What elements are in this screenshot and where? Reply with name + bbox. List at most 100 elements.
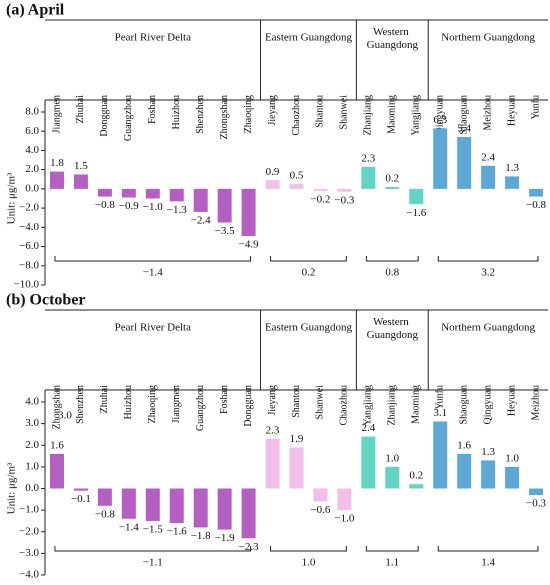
bar — [457, 136, 472, 189]
category-label: Zhuhai — [99, 385, 110, 414]
group-label-line: Guangdong — [367, 39, 419, 51]
y-tick-label: −10.0 — [14, 279, 40, 291]
bar — [169, 188, 184, 202]
category-label: Meizhou — [482, 95, 493, 131]
value-label: 2.3 — [266, 424, 280, 436]
category-label: Zhongshan — [51, 385, 62, 429]
bar — [169, 488, 184, 524]
value-label: −0.9 — [119, 200, 139, 212]
y-tick-label: 3.0 — [25, 417, 39, 429]
group-average-label: −1.4 — [143, 267, 163, 279]
group-bracket — [270, 546, 347, 552]
category-label: Jieyang — [267, 95, 278, 126]
y-tick-label: −8.0 — [19, 259, 39, 271]
group-bracket — [270, 256, 347, 262]
bar — [529, 188, 544, 197]
annotation: 3.0 — [58, 410, 72, 422]
value-label: 1.6 — [50, 439, 64, 451]
category-label: Shenzhen — [195, 95, 206, 134]
group-label-line: Western — [373, 26, 412, 38]
y-axis-label: Unit: μg/m³ — [6, 172, 18, 224]
group-label: Pearl River Delta — [115, 32, 191, 44]
value-label: −0.3 — [526, 498, 546, 510]
category-label: Dongguan — [243, 385, 254, 427]
bar — [361, 436, 376, 489]
value-label: 6.3 — [433, 114, 447, 126]
group-average-label: −1.1 — [143, 557, 163, 569]
value-label: 0.2 — [385, 172, 399, 184]
value-label: 1.5 — [74, 160, 88, 172]
bar — [193, 488, 208, 528]
value-label: −2.4 — [191, 214, 211, 226]
category-label: Shaoguan — [458, 385, 469, 424]
value-label: 0.2 — [409, 470, 423, 482]
value-label: −1.6 — [406, 207, 426, 219]
category-label: Huizhou — [123, 385, 134, 419]
category-label: Shenzhen — [75, 385, 86, 424]
y-tick-label: 1.0 — [25, 460, 39, 472]
group-label: Northern Guangdong — [441, 322, 535, 334]
value-label: 1.0 — [505, 452, 519, 464]
value-label: 5.4 — [457, 123, 471, 135]
bar — [409, 484, 424, 489]
value-label: −1.4 — [119, 521, 139, 533]
value-label: −4.9 — [239, 239, 259, 251]
value-label: −0.3 — [334, 194, 354, 206]
value-label: 1.3 — [505, 162, 519, 174]
category-label: Foshan — [219, 385, 230, 414]
category-label: Yunfu — [530, 95, 541, 119]
y-tick-label: −4.0 — [19, 569, 39, 581]
bar — [505, 176, 520, 189]
value-label: 3.1 — [433, 407, 447, 419]
bar — [505, 466, 520, 489]
value-label: 1.3 — [481, 446, 495, 458]
category-label: Dongguan — [99, 95, 110, 137]
group-label-line: Guangdong — [367, 329, 419, 341]
value-label: 2.3 — [361, 152, 375, 164]
group-label: Eastern Guangdong — [265, 32, 353, 44]
bar — [433, 128, 448, 189]
bar — [49, 453, 64, 489]
value-label: −1.0 — [143, 201, 163, 213]
category-label: Meizhou — [530, 385, 541, 421]
value-label: 1.8 — [50, 157, 64, 169]
value-label: −1.3 — [167, 204, 187, 216]
bar — [241, 188, 256, 236]
group-bracket — [437, 546, 539, 552]
bar — [217, 188, 232, 223]
group-label: Western Guangdong — [367, 26, 419, 51]
category-label: Guangzhou — [195, 385, 206, 431]
group-average-label: 0.8 — [385, 267, 399, 279]
category-label: Shaoguan — [458, 95, 469, 134]
bar — [433, 421, 448, 489]
category-label: Shantou — [291, 385, 302, 418]
y-tick-label: −6.0 — [19, 240, 39, 252]
value-label: −1.5 — [143, 523, 163, 535]
category-label: Chaozhou — [339, 385, 350, 426]
group-label: Northern Guangdong — [441, 32, 535, 44]
category-label: Zhuhai — [75, 95, 86, 124]
value-label: 2.4 — [361, 422, 375, 434]
y-tick-label: −4.0 — [19, 221, 39, 233]
value-label: −1.6 — [167, 526, 187, 538]
group-average-label: 1.0 — [302, 557, 316, 569]
category-label: Yangjiang — [363, 385, 374, 426]
category-label: Maoming — [411, 385, 422, 424]
group-average-label: 1.1 — [385, 557, 399, 569]
category-label: Qingyuan — [482, 385, 493, 424]
bar — [265, 438, 280, 489]
value-label: 1.9 — [290, 433, 304, 445]
category-label: Maoming — [387, 95, 398, 134]
y-tick-label: 0.0 — [25, 482, 39, 494]
bar — [121, 188, 136, 198]
bar — [457, 453, 472, 489]
value-label: −0.8 — [95, 199, 115, 211]
bar — [73, 488, 88, 491]
bar — [49, 171, 64, 189]
category-label: Qingyuan — [435, 95, 446, 134]
category-label: Zhaoqing — [147, 385, 158, 423]
category-label: Jiangmen — [51, 95, 62, 133]
group-label: Pearl River Delta — [115, 322, 191, 334]
y-tick-label: 4.0 — [25, 396, 39, 408]
bar — [145, 188, 160, 199]
